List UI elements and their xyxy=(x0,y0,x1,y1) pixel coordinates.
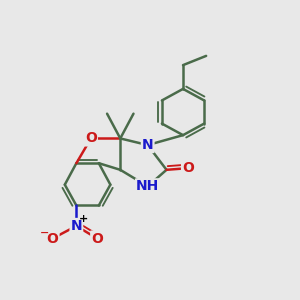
Text: N: N xyxy=(142,138,154,152)
Text: O: O xyxy=(91,232,103,245)
Text: −: − xyxy=(40,228,49,238)
Text: NH: NH xyxy=(136,179,159,193)
Text: O: O xyxy=(85,131,97,146)
Text: N: N xyxy=(70,219,82,233)
Text: O: O xyxy=(46,232,58,245)
Text: O: O xyxy=(182,161,194,175)
Text: +: + xyxy=(79,214,88,224)
